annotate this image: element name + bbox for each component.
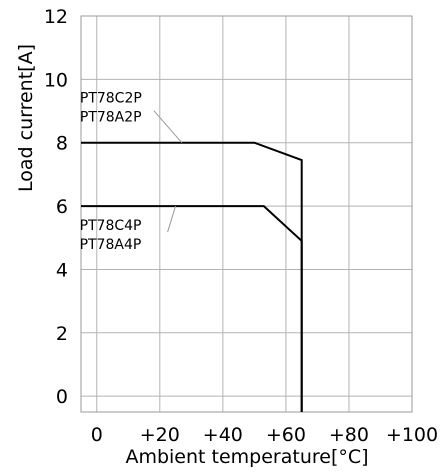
- callout-leader-line: [167, 205, 177, 233]
- y-axis-title: Load current[A]: [15, 44, 37, 192]
- series-label: PT78A4P: [80, 237, 142, 253]
- series-label: PT78C4P: [80, 218, 142, 234]
- y-tick-label: 2: [56, 323, 68, 345]
- y-tick-label: 10: [44, 69, 68, 91]
- plot-frame: [80, 15, 413, 413]
- series-label: PT78C2P: [80, 91, 142, 107]
- x-tick-label: 0: [91, 424, 103, 446]
- grid-layer: [80, 15, 413, 413]
- y-tick-label: 6: [56, 196, 68, 218]
- series-line-2: [81, 205, 303, 412]
- y-tick-label: 8: [56, 133, 68, 155]
- x-tick-label: +40: [203, 424, 243, 446]
- series-layer: [81, 141, 303, 412]
- x-tick-label: +20: [140, 424, 180, 446]
- x-axis-title: Ambient temperature[°C]: [125, 446, 368, 468]
- x-tick-label: +80: [329, 424, 369, 446]
- y-tick-label: 12: [44, 6, 68, 28]
- x-tick-label: +60: [266, 424, 306, 446]
- callout-leader-line: [153, 110, 183, 144]
- tick-layer: 0 +20 +40 +60 +80 +100 0 2 4 6 8 10 12: [44, 6, 438, 446]
- x-tick-label: +100: [386, 424, 438, 446]
- annotation-layer: PT78C2P PT78A2P PT78C4P PT78A4P: [80, 91, 183, 253]
- y-tick-label: 0: [56, 386, 68, 408]
- series-label: PT78A2P: [80, 110, 142, 126]
- series-line-1: [81, 141, 303, 412]
- y-tick-label: 4: [56, 259, 68, 281]
